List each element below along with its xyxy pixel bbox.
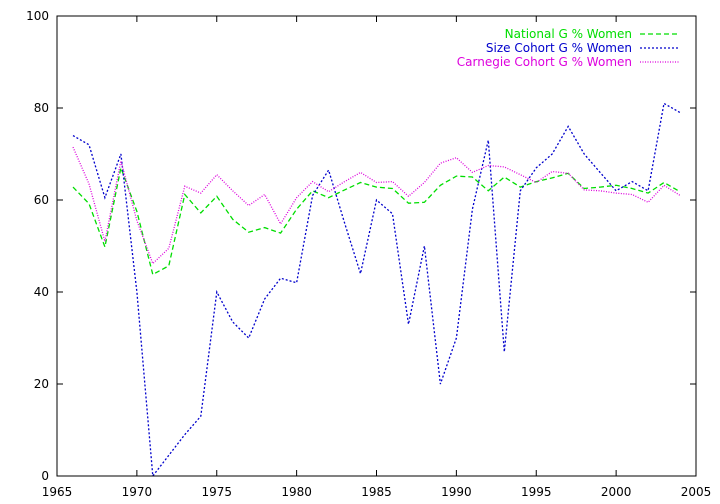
axes-layer: 1965 1970 1975 1980 1985 1990 1995 2000 2005 0 20 4… (26, 9, 711, 499)
y-tick-label: 80 (34, 101, 49, 115)
series-layer (72, 102, 681, 478)
x-tick-label: 1965 (42, 485, 73, 499)
series-line-1 (72, 165, 681, 276)
x-tick-label: 2000 (601, 485, 632, 499)
x-tick-label: 1975 (201, 485, 232, 499)
plot-frame (56, 15, 697, 477)
x-tick-label: 2005 (681, 485, 712, 499)
x-tick-label: 1990 (441, 485, 472, 499)
y-tick-label: 40 (34, 285, 49, 299)
x-tick-label: 1995 (521, 485, 552, 499)
legend-label-3: Carnegie Cohort G % Women (457, 55, 632, 69)
y-tick-label: 20 (34, 377, 49, 391)
legend-label-2: Size Cohort G % Women (486, 41, 632, 55)
y-tick-label: 0 (41, 469, 49, 483)
y-tick-label: 60 (34, 193, 49, 207)
x-tick-label: 1985 (361, 485, 392, 499)
x-tick-label: 1980 (281, 485, 312, 499)
legend-label-1: National G % Women (505, 27, 632, 41)
y-tick-label: 100 (26, 9, 49, 23)
series-line-3 (72, 146, 681, 265)
x-tick-label: 1970 (122, 485, 153, 499)
series-line-2 (72, 102, 681, 478)
